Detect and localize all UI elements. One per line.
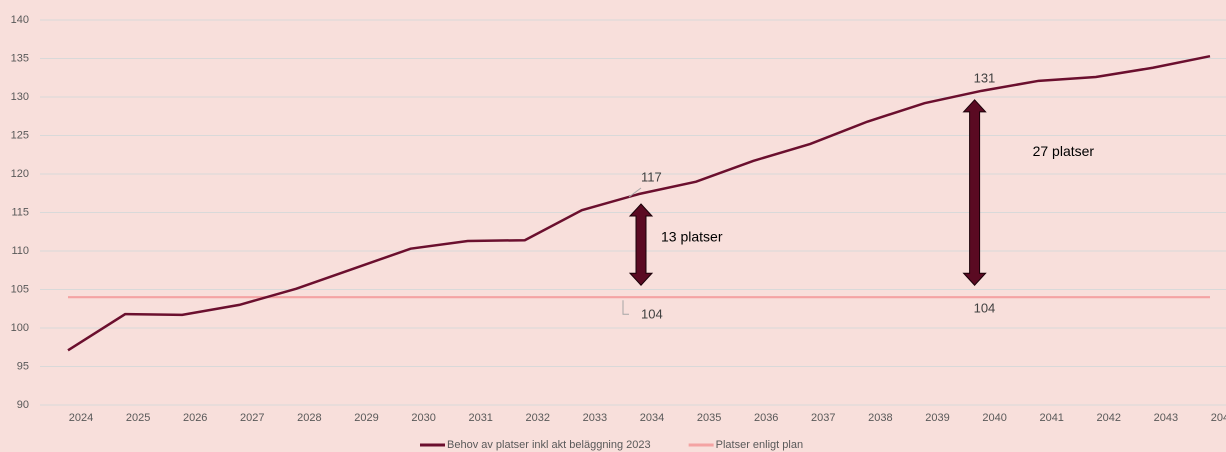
x-tick-label: 2041 [1039,412,1063,424]
x-tick-label: 2042 [1097,412,1121,424]
x-tick-label: 2027 [240,412,264,424]
y-tick-label: 120 [11,168,29,180]
y-tick-label: 95 [17,360,29,372]
y-tick-label: 125 [11,129,29,141]
x-tick-label: 2028 [297,412,321,424]
x-tick-label: 2040 [982,412,1006,424]
y-tick-label: 100 [11,322,29,334]
x-tick-label: 2038 [868,412,892,424]
legend-label: Platser enligt plan [716,439,803,451]
x-tick-label: 2039 [925,412,949,424]
x-tick-label: 2029 [354,412,378,424]
difference-arrow [962,99,987,286]
leader-line [622,300,629,315]
x-tick-label: 2044 [1211,412,1226,424]
difference-arrow [628,203,654,286]
y-tick-label: 115 [11,206,29,218]
y-tick-label: 110 [11,245,29,257]
y-tick-label: 105 [11,283,29,295]
annotation: 27 platser [1033,143,1095,159]
data-label: 117 [641,169,662,184]
x-tick-label: 2034 [640,412,664,424]
y-tick-label: 130 [11,91,29,103]
x-tick-label: 2030 [411,412,435,424]
x-tick-label: 2036 [754,412,778,424]
leader-line [628,187,642,198]
x-tick-label: 2035 [697,412,721,424]
x-tick-label: 2032 [526,412,550,424]
x-tick-label: 2043 [1154,412,1178,424]
x-tick-label: 2026 [183,412,207,424]
x-tick-label: 2024 [69,412,93,424]
y-tick-label: 135 [11,52,29,64]
data-label: 131 [974,70,996,85]
y-tick-label: 90 [17,399,29,411]
annotation: 13 platser [661,228,723,244]
data-label: 104 [641,307,663,322]
x-tick-label: 2037 [811,412,835,424]
series-line [67,54,1211,352]
y-tick-label: 140 [11,14,29,26]
x-tick-label: 2031 [468,412,492,424]
data-label: 104 [974,301,996,316]
x-tick-label: 2033 [583,412,607,424]
legend-label: Behov av platser inkl akt beläggning 202… [447,439,651,451]
x-tick-label: 2025 [126,412,150,424]
